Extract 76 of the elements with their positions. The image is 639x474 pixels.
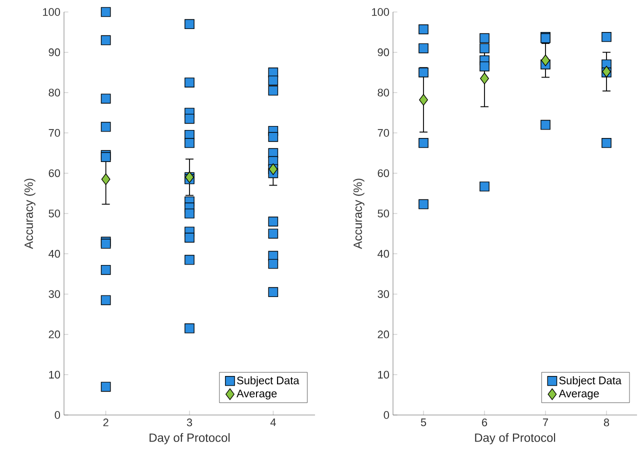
y-tick-label: 100 xyxy=(372,8,390,16)
y-axis-title: Accuracy (%) xyxy=(353,178,364,250)
y-tick-label: 20 xyxy=(378,330,390,338)
legend-label: Average xyxy=(236,390,277,400)
y-tick-label: 100 xyxy=(43,8,60,16)
point xyxy=(100,7,111,17)
y-tick-label: 20 xyxy=(48,330,60,338)
y-tick-label: 50 xyxy=(48,210,60,218)
y-tick-label: 50 xyxy=(378,210,390,218)
y-tick-label: 90 xyxy=(378,48,390,56)
y-tick-label: 10 xyxy=(49,370,60,379)
legend-label: Subject Data xyxy=(237,376,300,386)
point xyxy=(184,138,194,148)
point xyxy=(480,72,489,84)
y-tick-label: 40 xyxy=(378,250,390,258)
point xyxy=(268,76,278,86)
point xyxy=(418,138,428,148)
y-tick-label: 70 xyxy=(48,129,60,137)
y-tick-label: 60 xyxy=(48,169,60,178)
point xyxy=(100,94,111,104)
point xyxy=(418,43,428,54)
y-tick-label: 80 xyxy=(378,88,390,96)
x-tick-label: 8 xyxy=(604,418,610,426)
x-tick-label: 7 xyxy=(543,418,548,426)
point xyxy=(184,323,194,334)
legend-label: Average xyxy=(558,390,599,400)
x-tick-label: 6 xyxy=(482,418,488,426)
point xyxy=(541,54,550,66)
x-tick-label: 4 xyxy=(270,418,276,426)
point xyxy=(480,182,490,192)
x-tick-label: 3 xyxy=(186,418,192,426)
point xyxy=(100,295,111,306)
y-tick-label: 10 xyxy=(378,370,390,379)
y-tick-label: 60 xyxy=(378,169,390,178)
point xyxy=(268,132,278,142)
y-tick-label: 80 xyxy=(48,88,60,96)
legend-label: Subject Data xyxy=(559,376,622,386)
point xyxy=(100,152,111,162)
point xyxy=(184,78,194,88)
point xyxy=(100,35,111,46)
x-tick-label: 2 xyxy=(103,418,108,426)
point xyxy=(418,24,428,34)
point xyxy=(480,33,490,44)
point xyxy=(268,86,278,96)
y-tick-label: 70 xyxy=(378,129,390,137)
point xyxy=(418,199,428,210)
point xyxy=(602,32,612,42)
y-tick-label: 0 xyxy=(384,411,390,419)
point xyxy=(268,228,278,239)
y-tick-label: 30 xyxy=(48,290,60,298)
point xyxy=(184,19,194,30)
y-axis-title: Accuracy (%) xyxy=(24,178,36,250)
point xyxy=(184,114,194,124)
y-tick-label: 30 xyxy=(378,290,390,298)
point xyxy=(101,173,110,186)
point xyxy=(100,264,111,275)
x-axis-title: Day of Protocol xyxy=(475,433,556,444)
point xyxy=(184,208,194,218)
x-tick-label: 5 xyxy=(420,418,426,426)
point xyxy=(602,138,612,148)
x-axis-title: Day of Protocol xyxy=(150,433,230,444)
y-tick-label: 0 xyxy=(54,411,60,419)
point xyxy=(268,216,278,226)
point xyxy=(480,61,490,72)
point xyxy=(419,94,428,106)
point xyxy=(184,254,194,265)
point xyxy=(268,287,278,298)
point xyxy=(100,122,111,132)
point xyxy=(184,232,194,243)
point xyxy=(100,382,111,392)
point xyxy=(418,68,428,78)
y-tick-label: 40 xyxy=(48,250,60,258)
point xyxy=(268,258,278,269)
point xyxy=(540,120,550,130)
y-tick-label: 90 xyxy=(48,48,60,56)
point xyxy=(480,43,490,54)
